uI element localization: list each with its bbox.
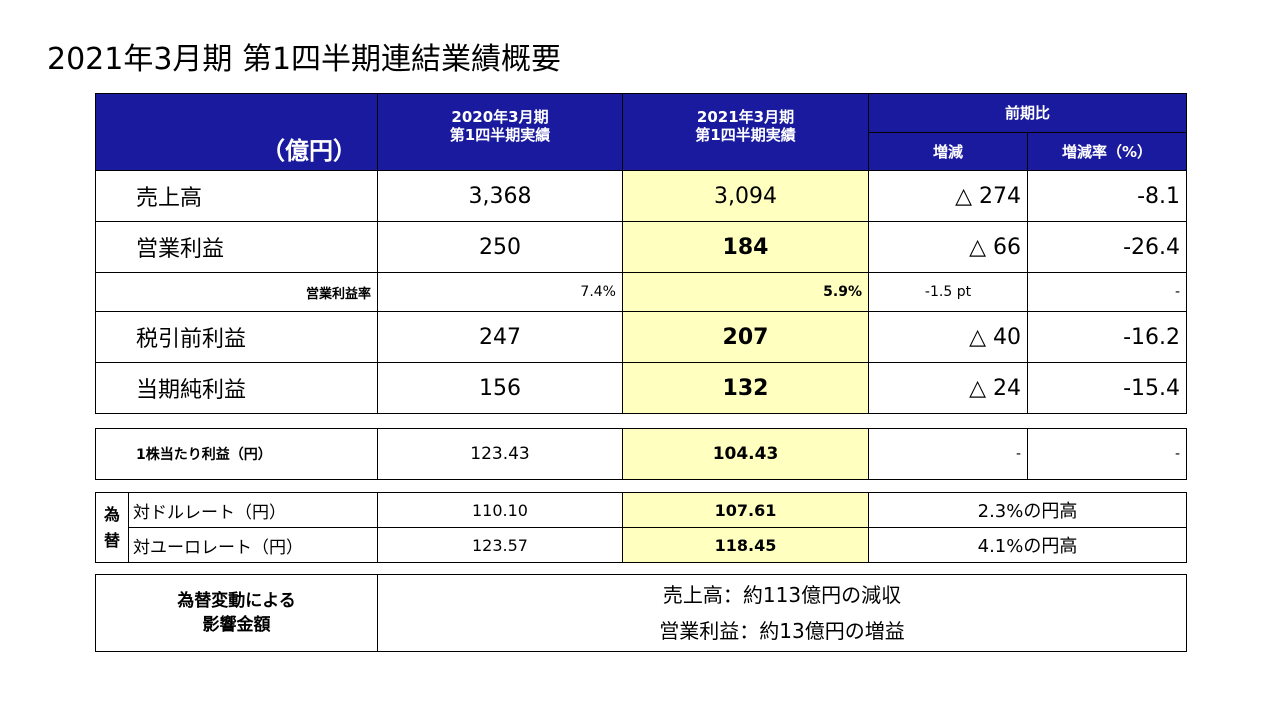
cur-period-line1: 2021年3月期 <box>696 108 795 126</box>
row-label: 税引前利益 <box>95 311 378 363</box>
page-title: 2021年3月期 第1四半期連結業績概要 <box>47 42 562 77</box>
table-row: 1株当たり利益（円） 123.43 104.43 - - <box>95 428 1187 480</box>
diff-value: -1.5 pt <box>868 272 1028 312</box>
fx-cur: 107.61 <box>622 492 869 528</box>
table-row: 対ユーロレート（円） 123.57 118.45 4.1%の円高 <box>96 527 1187 563</box>
compare-header: 前期比 <box>867 93 1188 133</box>
rate-value: -15.4 <box>1026 362 1188 414</box>
rate-value: - <box>1026 272 1188 312</box>
rate-value: -16.2 <box>1026 311 1188 363</box>
fx-group-label-1: 為 <box>103 504 120 524</box>
impact-values: 売上高：約113億円の減収 営業利益：約13億円の増益 <box>377 574 1187 652</box>
diff-value: △ 66 <box>868 221 1028 273</box>
fx-prev: 123.57 <box>377 527 623 563</box>
cur-value: 207 <box>622 311 869 363</box>
fx-group-label-2: 替 <box>103 530 120 550</box>
prev-value: 156 <box>377 362 623 414</box>
prev-period-line2: 第1四半期実績 <box>449 126 551 144</box>
table-row: 為替変動による 影響金額 売上高：約113億円の減収 営業利益：約13億円の増益 <box>95 574 1187 652</box>
eps-prev: 123.43 <box>377 428 623 480</box>
prev-value: 247 <box>377 311 623 363</box>
fx-impact-table: 為替変動による 影響金額 売上高：約113億円の減収 営業利益：約13億円の増益 <box>95 574 1187 652</box>
unit-header-cell: （億円） <box>95 93 378 171</box>
fx-cur: 118.45 <box>622 527 869 563</box>
rate-value: -26.4 <box>1026 221 1188 273</box>
table-row: 為 替 対ドルレート（円） 110.10 107.61 2.3%の円高 <box>95 492 1187 563</box>
eps-table: 1株当たり利益（円） 123.43 104.43 - - <box>95 428 1187 480</box>
fx-group-label: 為 替 <box>95 492 129 563</box>
table-row: 売上高 3,368 3,094 △ 274 -8.1 <box>95 170 1188 222</box>
eps-rate: - <box>1027 428 1187 480</box>
fx-table: 為 替 対ドルレート（円） 110.10 107.61 2.3%の円高 対ユーロ… <box>95 492 1187 563</box>
cur-value: 5.9% <box>622 272 869 312</box>
fx-prev: 110.10 <box>377 492 623 528</box>
row-label: 営業利益率 <box>95 272 378 312</box>
row-label: 売上高 <box>95 170 378 222</box>
cur-value: 3,094 <box>622 170 869 222</box>
unit-label: （億円） <box>261 137 357 165</box>
impact-line2: 営業利益：約13億円の増益 <box>659 619 905 643</box>
impact-label: 為替変動による 影響金額 <box>95 574 378 652</box>
diff-header: 増減 <box>868 131 1028 171</box>
diff-value: △ 40 <box>868 311 1028 363</box>
impact-label-line1: 為替変動による <box>177 591 296 611</box>
diff-value: △ 24 <box>868 362 1028 414</box>
diff-value: △ 274 <box>868 170 1028 222</box>
row-label: 営業利益 <box>95 221 378 273</box>
cur-value: 184 <box>622 221 869 273</box>
table-row: 営業利益 250 184 △ 66 -26.4 <box>95 221 1188 273</box>
prev-value: 3,368 <box>377 170 623 222</box>
prev-value: 7.4% <box>377 272 623 312</box>
table-row: 税引前利益 247 207 △ 40 -16.2 <box>95 311 1188 363</box>
fx-note: 2.3%の円高 <box>868 492 1187 528</box>
fx-label: 対ドルレート（円） <box>128 492 378 528</box>
prev-period-header: 2020年3月期 第1四半期実績 <box>377 93 623 171</box>
rate-header: 増減率（%） <box>1026 131 1188 171</box>
table-row: 営業利益率 7.4% 5.9% -1.5 pt - <box>95 272 1188 312</box>
prev-value: 250 <box>377 221 623 273</box>
impact-line1: 売上高：約113億円の減収 <box>662 583 902 607</box>
cur-period-header: 2021年3月期 第1四半期実績 <box>622 93 869 171</box>
prev-period-line1: 2020年3月期 <box>451 108 549 126</box>
table-row: 当期純利益 156 132 △ 24 -15.4 <box>95 362 1188 414</box>
fx-label: 対ユーロレート（円） <box>128 527 378 563</box>
results-table: （億円） 2020年3月期 第1四半期実績 2021年3月期 第1四半期実績 前… <box>95 93 1188 414</box>
rate-value: -8.1 <box>1026 170 1188 222</box>
eps-cur: 104.43 <box>622 428 869 480</box>
cur-period-line2: 第1四半期実績 <box>695 126 796 144</box>
cur-value: 132 <box>622 362 869 414</box>
fx-note: 4.1%の円高 <box>868 527 1187 563</box>
eps-label: 1株当たり利益（円） <box>95 428 378 480</box>
row-label: 当期純利益 <box>95 362 378 414</box>
eps-diff: - <box>868 428 1028 480</box>
impact-label-line2: 影響金額 <box>202 615 271 635</box>
